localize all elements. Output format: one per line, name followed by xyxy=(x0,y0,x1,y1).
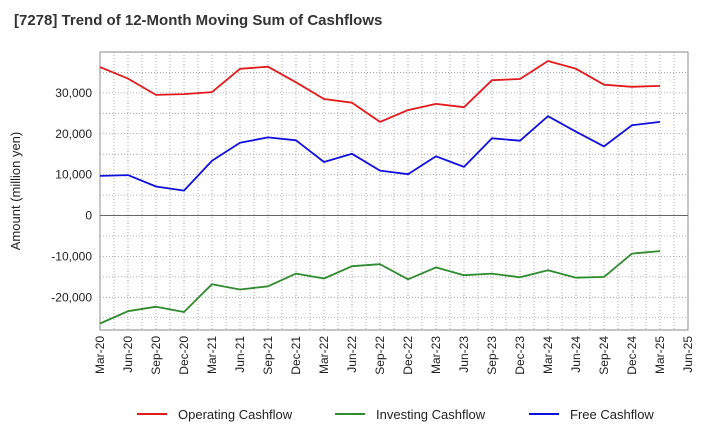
x-tick-label: Jun-20 xyxy=(121,336,135,373)
series-line-investing-cashflow xyxy=(99,250,661,325)
legend-item-free-cashflow: Free Cashflow xyxy=(529,407,654,422)
legend-label: Free Cashflow xyxy=(570,407,654,422)
x-tick-label: Dec-22 xyxy=(401,336,415,375)
x-tick-label: Mar-21 xyxy=(205,336,219,374)
x-tick-label: Mar-25 xyxy=(653,336,667,374)
x-tick-label: Mar-24 xyxy=(541,336,555,374)
legend-label: Operating Cashflow xyxy=(178,407,293,422)
x-tick-label: Jun-21 xyxy=(233,336,247,373)
x-tick-label: Jun-22 xyxy=(345,336,359,373)
legend-item-investing-cashflow: Investing Cashflow xyxy=(335,407,486,422)
legend-item-operating-cashflow: Operating Cashflow xyxy=(137,407,293,422)
legend-label: Investing Cashflow xyxy=(376,407,486,422)
y-tick-label: -10,000 xyxy=(51,249,92,263)
y-tick-label: -20,000 xyxy=(51,290,92,304)
x-tick-label: Mar-20 xyxy=(93,336,107,374)
x-tick-label: Dec-20 xyxy=(177,336,191,375)
x-tick-label: Sep-23 xyxy=(485,336,499,375)
y-axis-title: Amount (million yen) xyxy=(8,132,23,251)
y-tick-label: 10,000 xyxy=(55,168,92,182)
x-tick-label: Mar-22 xyxy=(317,336,331,374)
x-tick-label: Sep-21 xyxy=(261,336,275,375)
y-tick-label: 0 xyxy=(85,209,92,223)
x-tick-label: Sep-22 xyxy=(373,336,387,375)
x-tick-label: Sep-24 xyxy=(597,336,611,375)
y-tick-label: 30,000 xyxy=(55,86,92,100)
x-tick-label: Mar-23 xyxy=(429,336,443,374)
x-tick-label: Jun-23 xyxy=(457,336,471,373)
series-line-free-cashflow xyxy=(99,115,661,192)
x-tick-label: Dec-23 xyxy=(513,336,527,375)
grid-lines xyxy=(99,52,689,330)
x-tick-label: Dec-21 xyxy=(289,336,303,375)
x-tick-label: Sep-20 xyxy=(149,336,163,375)
x-tick-label: Jun-24 xyxy=(569,336,583,373)
series-line-operating-cashflow xyxy=(99,60,661,123)
y-tick-label: 20,000 xyxy=(55,127,92,141)
x-tick-label: Jun-25 xyxy=(681,336,695,373)
x-tick-label: Dec-24 xyxy=(625,336,639,375)
chart-title: [7278] Trend of 12-Month Moving Sum of C… xyxy=(14,12,383,29)
